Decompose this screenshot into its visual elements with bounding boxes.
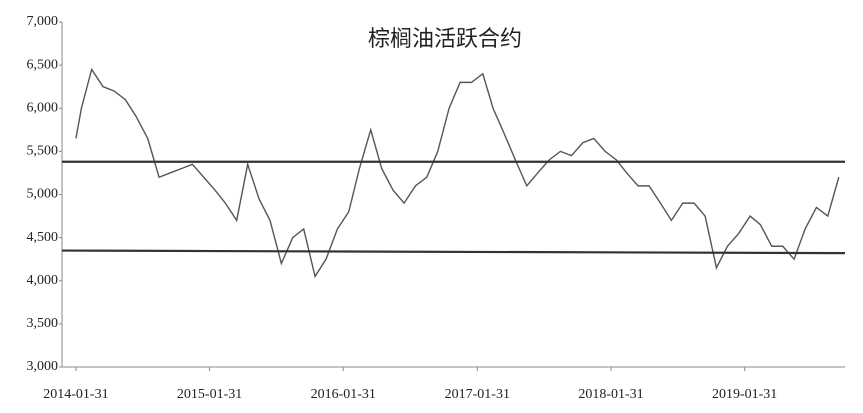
y-tick-label: 7,000 <box>27 14 59 29</box>
x-tick-label: 2015-01-31 <box>177 387 242 402</box>
x-tick-label: 2017-01-31 <box>445 387 510 402</box>
y-tick-label: 4,000 <box>27 273 59 288</box>
trend-line <box>61 249 846 255</box>
x-tick-label: 2019-01-31 <box>712 387 777 402</box>
x-tick-label: 2014-01-31 <box>43 387 108 402</box>
price-line <box>75 67 840 279</box>
y-tick-label: 3,000 <box>27 359 59 374</box>
y-tick-label: 3,500 <box>27 316 59 331</box>
x-tick-label: 2016-01-31 <box>311 387 376 402</box>
y-tick-label: 4,500 <box>27 230 59 245</box>
y-tick-label: 5,000 <box>27 187 59 202</box>
y-tick-label: 6,000 <box>27 100 59 115</box>
x-tick-label: 2018-01-31 <box>578 387 643 402</box>
chart-title: 棕榈油活跃合约 <box>368 27 522 52</box>
y-tick-label: 6,500 <box>27 57 59 72</box>
y-tick-label: 5,500 <box>27 144 59 159</box>
